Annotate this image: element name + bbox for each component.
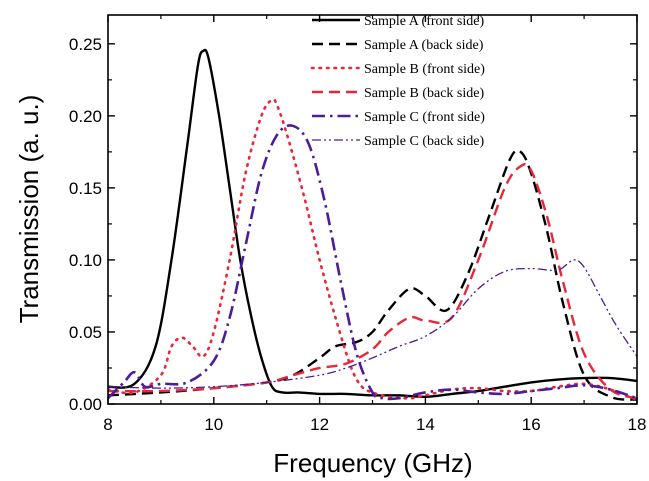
legend-label-1: Sample A (front side) [364, 14, 484, 29]
ticks: 8 10 12 14 16 18 0.00 0.05 0.10 0.15 0.20 0.25 [69, 15, 647, 434]
y-tick-label: 0.20 [69, 107, 102, 126]
x-tick-label: 8 [103, 415, 112, 434]
series-line-1 [108, 48, 637, 399]
series-line-5 [108, 124, 637, 401]
y-tick-label: 0.05 [69, 323, 102, 342]
legend: Sample A (front side) Sample A (back side… [310, 14, 485, 149]
legend-label-5: Sample C (front side) [364, 110, 485, 125]
x-tick-label: 18 [628, 415, 647, 434]
legend-label-6: Sample C (back side) [364, 134, 484, 149]
legend-label-2: Sample A (back side) [364, 38, 484, 53]
legend-label-4: Sample B (back side) [364, 86, 484, 101]
y-axis-label: Transmission (a. u.) [14, 95, 44, 324]
x-axis-label: Frequency (GHz) [273, 448, 472, 478]
y-tick-label: 0.00 [69, 395, 102, 414]
y-tick-label: 0.25 [69, 35, 102, 54]
x-tick-label: 14 [416, 415, 435, 434]
y-tick-label: 0.10 [69, 251, 102, 270]
x-tick-label: 12 [310, 415, 329, 434]
series-line-3 [108, 98, 637, 401]
x-tick-label: 16 [522, 415, 541, 434]
plot-curves [108, 48, 637, 401]
series-line-2 [108, 149, 637, 401]
x-tick-label: 10 [204, 415, 223, 434]
series-line-4 [108, 162, 637, 400]
y-tick-label: 0.15 [69, 179, 102, 198]
series-line-6 [108, 259, 637, 389]
legend-label-3: Sample B (front side) [364, 62, 485, 77]
